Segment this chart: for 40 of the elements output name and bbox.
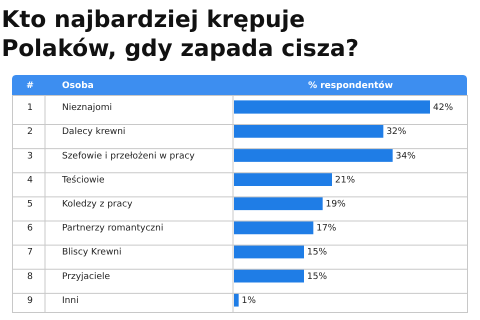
y-tick-label: Szefowie i przełożeni w pracy [62,151,196,162]
data-label: 32% [386,127,407,138]
bar [234,124,384,138]
x-axis-title: % respondentów [308,80,393,91]
y-tick-label: Koledzy z pracy [62,200,134,210]
data-label: 34% [396,151,416,162]
bar [234,245,304,258]
data-label: 21% [335,175,356,186]
text: 3 [27,151,33,162]
data-label: 15% [307,272,328,282]
y-tick-label: Teściowie [61,174,106,186]
data-label: 19% [326,200,346,210]
bar [234,269,304,282]
text: 8 [27,272,34,282]
y-tick-label: Nieznajomi [62,103,112,114]
data-label: 15% [307,248,328,258]
bar [234,293,239,307]
data-label: 17% [316,224,337,234]
y-tick-label: Dalecy krewni [62,127,126,138]
bar [234,148,393,162]
bar [234,172,332,186]
text: # [26,81,34,91]
text: 9 [27,296,34,306]
text: 4 [27,175,34,186]
bar [234,196,323,210]
data-label: 42% [433,103,454,114]
bar [234,100,430,114]
y-tick-label: Partnerzy romantyczni [62,224,164,234]
bar [234,220,314,234]
y-tick-label: Bliscy Krewni [62,248,122,258]
text: 2 [27,127,33,138]
text: 5 [27,200,33,210]
y-tick-label: Przyjaciele [62,272,111,282]
text: 1 [27,103,33,114]
y-axis-title: Osoba [62,81,94,91]
y-tick-label: Inni [62,296,79,306]
text: 6 [27,224,34,234]
chart-title: Kto najbardziej krępuje Polaków, gdy zapada cisza? [2,7,359,62]
text: 7 [27,248,33,258]
data-label: 1% [242,296,256,306]
